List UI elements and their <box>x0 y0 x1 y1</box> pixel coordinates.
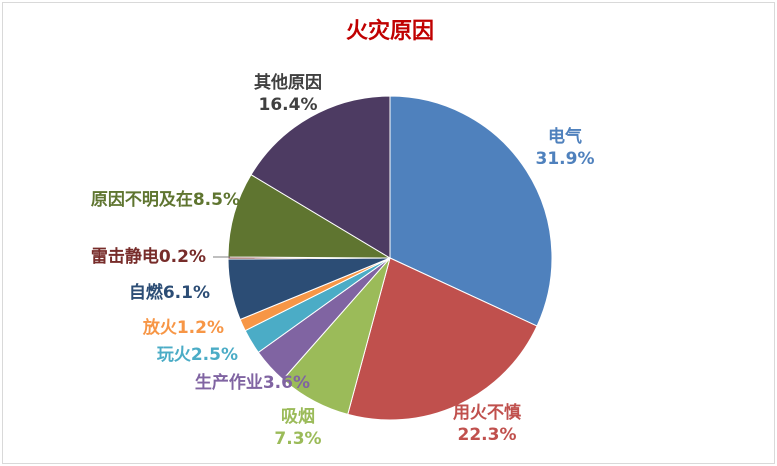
pie-slice-8 <box>227 173 392 259</box>
slice-label-9: 其他原因 16.4% <box>254 72 322 115</box>
slice-label-6: 自燃6.1% <box>129 282 210 303</box>
pie-slice-1 <box>347 257 538 421</box>
slice-label-2: 吸烟 7.3% <box>274 406 321 449</box>
slice-label-4: 玩火2.5% <box>157 345 238 365</box>
slice-label-5: 放火1.2% <box>142 317 224 338</box>
slice-label-1: 用火不慎 22.3% <box>453 402 521 445</box>
slice-label-0: 电气 31.9% <box>536 126 595 169</box>
pie-slice-9 <box>250 95 391 259</box>
slice-label-8: 原因不明及在8.5% <box>91 189 240 210</box>
pie-slice-0 <box>389 95 553 327</box>
chart-title: 火灾原因 <box>346 18 434 44</box>
slice-label-3: 生产作业3.6% <box>195 372 310 393</box>
slice-label-7: 雷击静电0.2% <box>91 246 206 267</box>
